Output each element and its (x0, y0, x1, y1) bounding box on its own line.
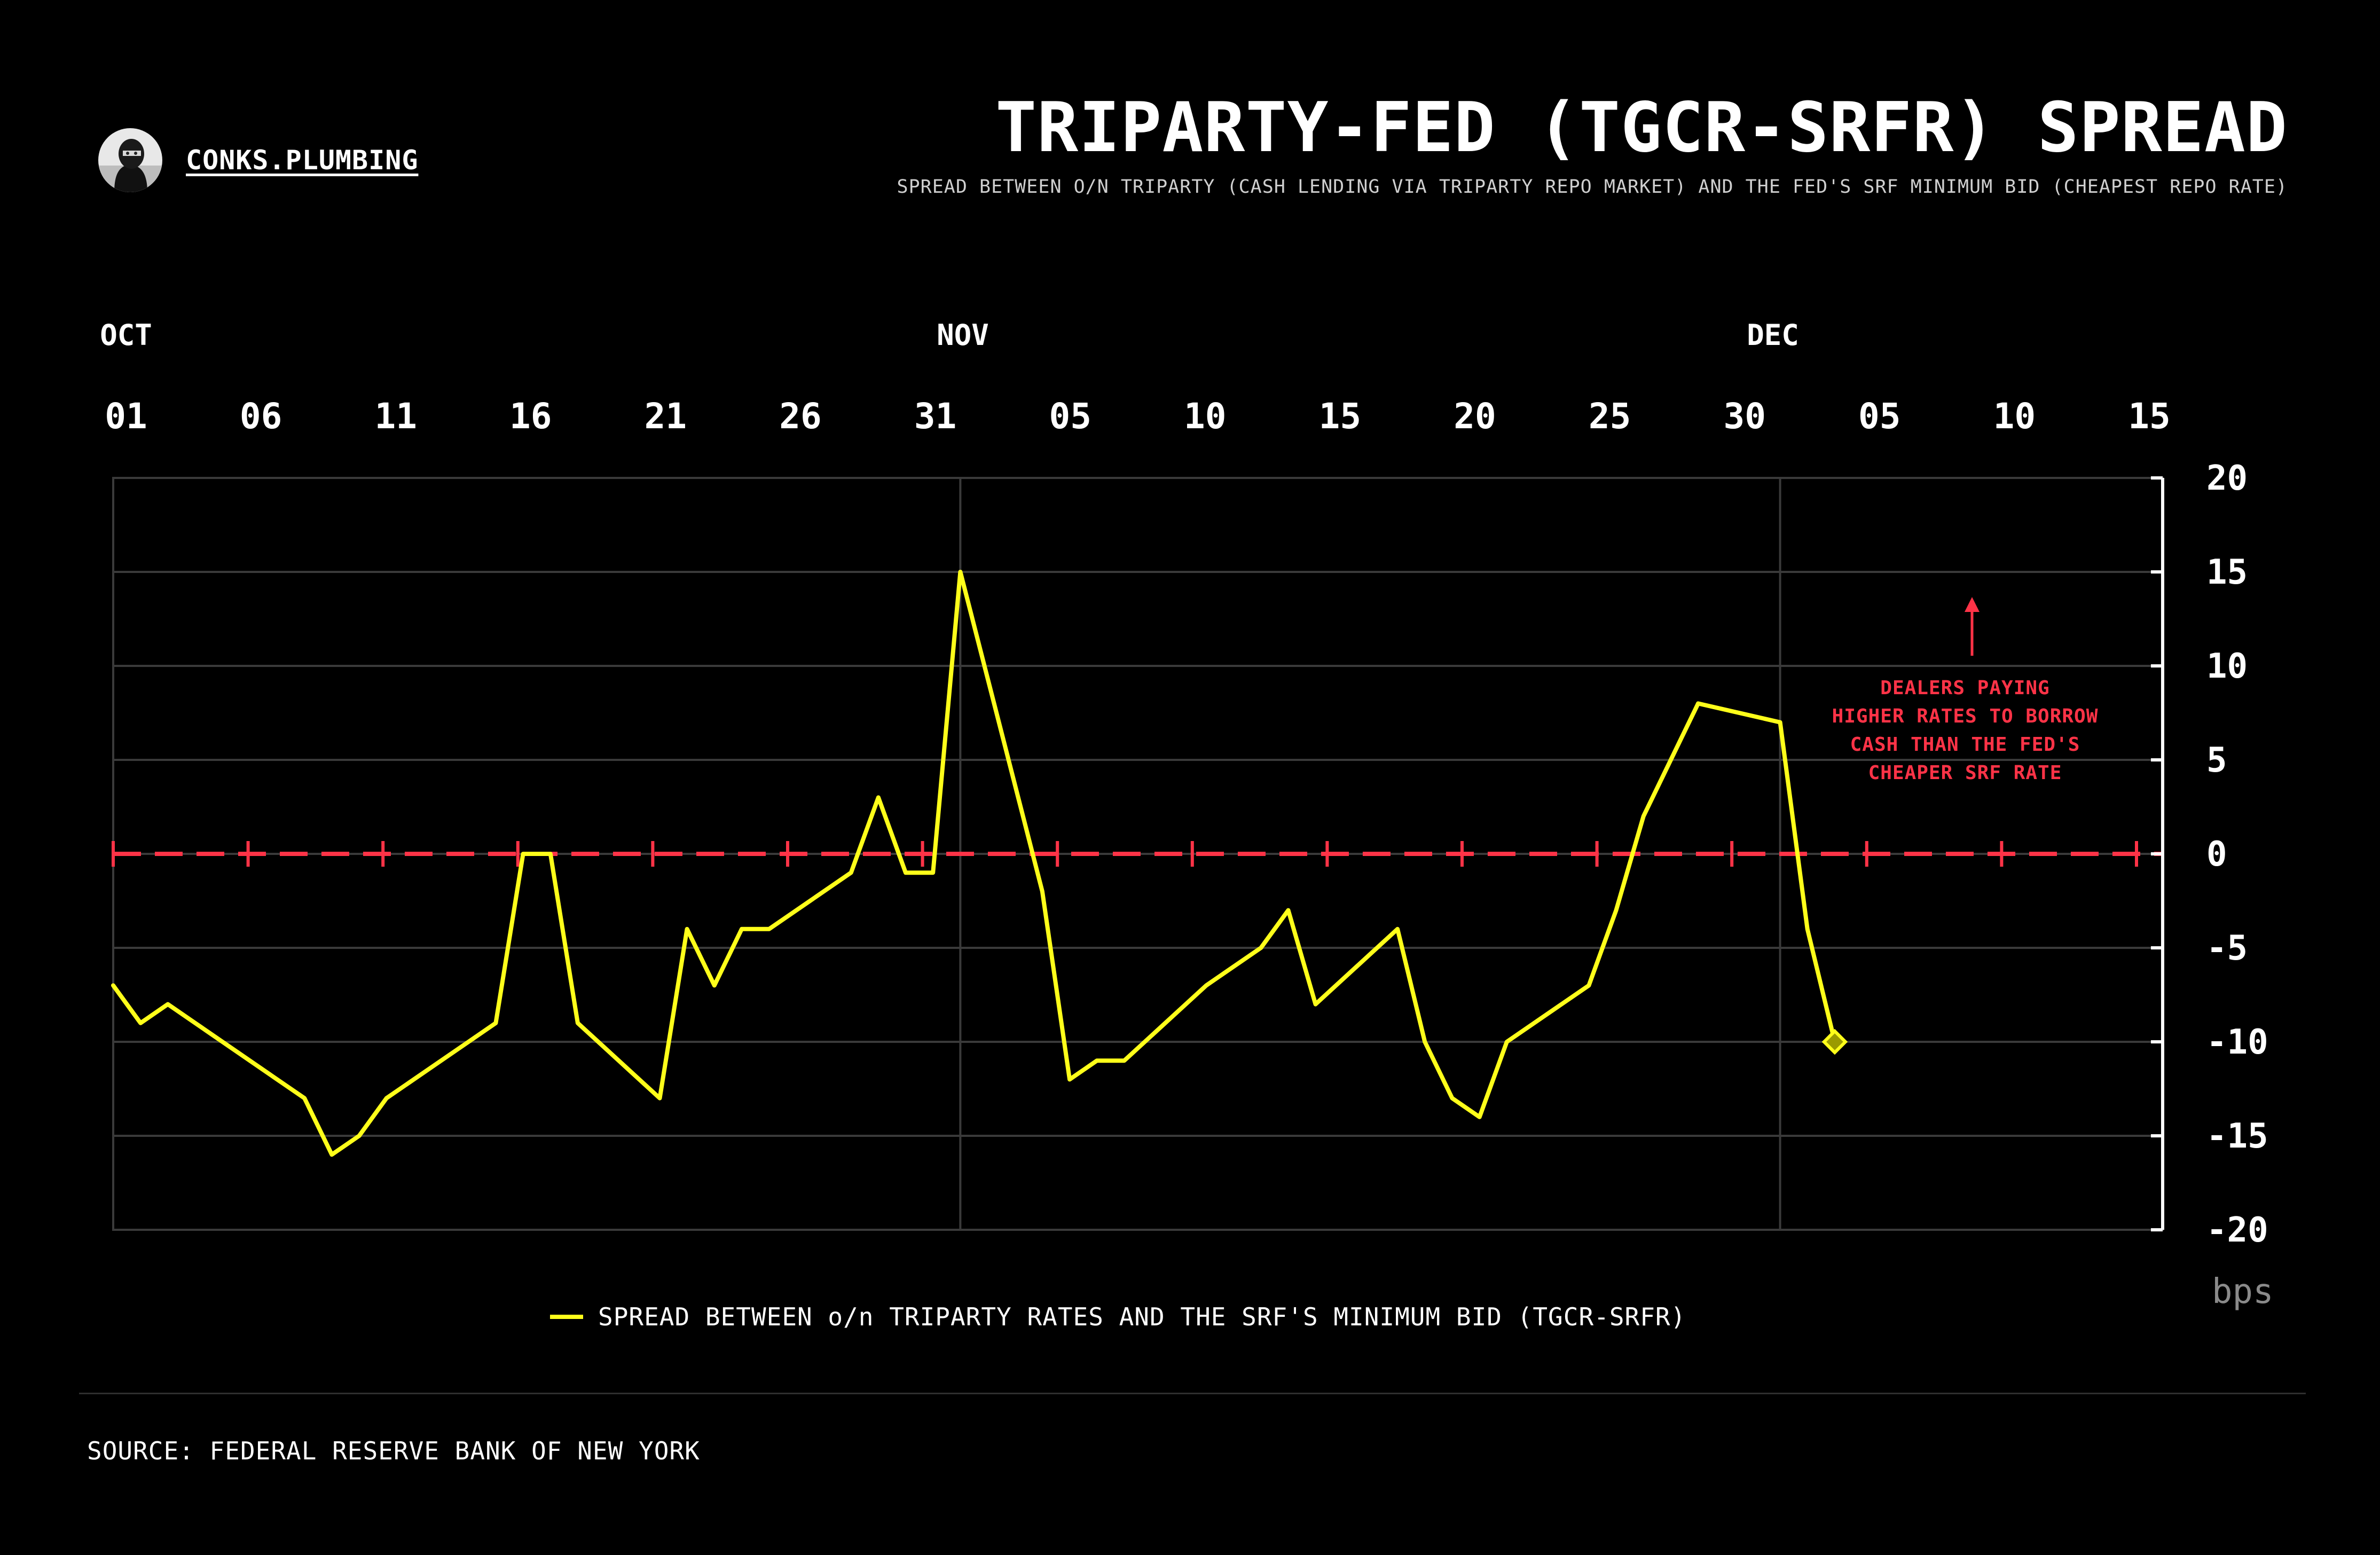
legend-swatch (550, 1315, 583, 1319)
x-tick-label: 15 (2128, 396, 2170, 437)
x-tick-label: 25 (1589, 396, 1631, 437)
y-tick-label: -5 (2206, 929, 2248, 968)
y-tick-label: 20 (2206, 459, 2248, 498)
x-month-label: DEC (1747, 318, 1799, 352)
grid (112, 477, 2164, 1231)
y-tick-label: -15 (2206, 1117, 2268, 1156)
legend-label: SPREAD BETWEEN o/n TRIPARTY RATES AND TH… (598, 1302, 1686, 1331)
y-axis: 20 15 10 5 0 -5 -10 -15 -20 bps (2151, 459, 2274, 1311)
y-tick-label: -20 (2206, 1211, 2268, 1250)
last-point-marker (1821, 1028, 1848, 1055)
brand-name[interactable]: CONKS.PLUMBING (186, 145, 419, 176)
x-tick-label: 30 (1723, 396, 1765, 437)
brand[interactable]: CONKS.PLUMBING (98, 128, 418, 192)
x-tick-label: 05 (1858, 396, 1900, 437)
avatar-icon (98, 128, 162, 192)
y-tick-label: 0 (2206, 835, 2227, 874)
x-tick-label: 15 (1319, 396, 1361, 437)
legend[interactable]: SPREAD BETWEEN o/n TRIPARTY RATES AND TH… (550, 1301, 1686, 1333)
x-tick-label: 21 (645, 396, 687, 437)
chart-subtitle: SPREAD BETWEEN O/N TRIPARTY (CASH LENDIN… (897, 176, 2288, 198)
source-note: SOURCE: FEDERAL RESERVE BANK OF NEW YORK (87, 1436, 700, 1465)
annotation-text: DEALERS PAYING HIGHER RATES TO BORROW CA… (1832, 677, 2099, 784)
x-tick-label: 06 (240, 396, 282, 437)
annotation-layer (1965, 597, 1980, 656)
x-tick-label: 10 (1184, 396, 1226, 437)
x-tick-label: 16 (509, 396, 552, 437)
x-tick-label: 11 (374, 396, 417, 437)
x-axis-labels: 01 06 11 16 21 26 31 05 10 15 20 25 30 05 10 15 OCT NOV DE… (100, 318, 2171, 437)
series-line (111, 570, 1837, 1157)
x-tick-label: 26 (779, 396, 821, 437)
x-tick-label: 01 (105, 396, 147, 437)
footer-divider (79, 1393, 2306, 1394)
zero-reference-line (112, 841, 2163, 867)
series-layer (111, 570, 1848, 1157)
y-tick-label: 15 (2206, 553, 2248, 592)
y-unit-label: bps (2212, 1272, 2274, 1311)
x-month-label: OCT (100, 318, 152, 352)
y-tick-label: -10 (2206, 1023, 2268, 1062)
x-month-label: NOV (937, 318, 989, 352)
x-tick-label: 20 (1454, 396, 1496, 437)
x-tick-label: 05 (1049, 396, 1091, 437)
x-tick-label: 10 (1993, 396, 2036, 437)
y-tick-label: 10 (2206, 647, 2248, 686)
chart-title: TRIPARTY-FED (TGCR-SRFR) SPREAD (995, 88, 2288, 168)
x-tick-label: 31 (914, 396, 956, 437)
annotation-arrow-head (1965, 597, 1980, 612)
y-tick-label: 5 (2206, 741, 2227, 780)
